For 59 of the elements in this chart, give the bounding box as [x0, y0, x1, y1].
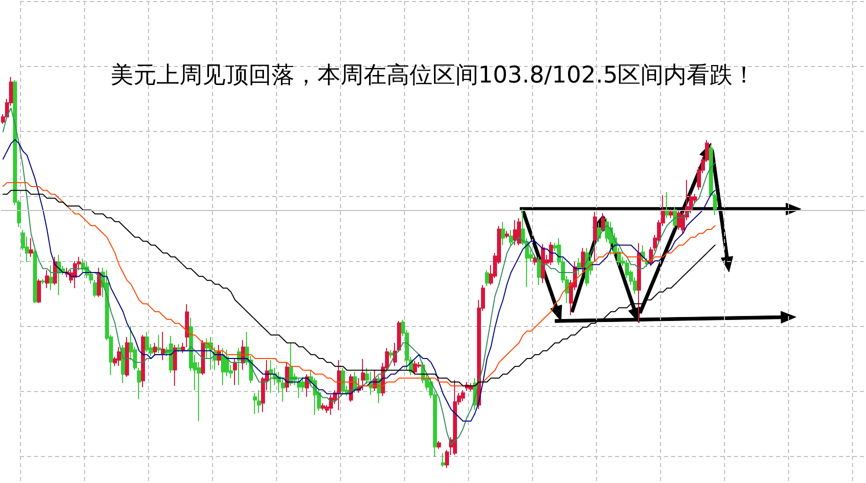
- candlestick: [45, 270, 49, 289]
- candlestick: [361, 358, 365, 391]
- candlestick: [121, 344, 125, 384]
- candlestick: [269, 360, 273, 394]
- candlestick: [177, 344, 181, 352]
- candlestick: [289, 342, 293, 386]
- candlestick: [157, 334, 161, 354]
- candlestick: [441, 452, 445, 468]
- candlestick: [469, 382, 473, 392]
- candlestick: [413, 360, 417, 375]
- candlestick: [161, 331, 165, 361]
- candlestick: [221, 347, 225, 386]
- candlestick: [141, 334, 145, 388]
- candlestick: [517, 218, 521, 246]
- candlestick: [341, 367, 345, 395]
- candlestick: [485, 270, 489, 287]
- candlestick: [677, 209, 681, 230]
- candlestick: [601, 212, 605, 232]
- candlestick: [637, 242, 641, 323]
- candlestick: [33, 249, 37, 304]
- candlestick: [453, 380, 457, 456]
- candlestick: [669, 208, 673, 219]
- candlestick: [337, 360, 341, 411]
- candlestick: [49, 264, 53, 291]
- candlestick: [461, 390, 465, 402]
- candlestick: [209, 336, 213, 370]
- candlestick: [329, 394, 333, 416]
- candlestick: [389, 349, 393, 359]
- candlestick: [253, 392, 257, 415]
- candlestick: [665, 191, 669, 219]
- candlestick: [549, 242, 553, 266]
- candlestick: [37, 278, 41, 304]
- candlestick: [437, 440, 441, 450]
- candlestick: [29, 238, 33, 258]
- candlestick: [541, 243, 545, 284]
- candlestick: [533, 254, 537, 266]
- candlestick: [125, 336, 129, 378]
- candlestick: [509, 229, 513, 246]
- candlestick: [233, 358, 237, 386]
- candlestick: [217, 344, 221, 366]
- candlestick: [169, 335, 173, 374]
- candlestick: [577, 258, 581, 276]
- candlestick: [513, 220, 517, 246]
- candlestick: [97, 267, 101, 298]
- candlestick: [257, 390, 261, 414]
- candlestick: [501, 222, 505, 246]
- candlestick: [321, 402, 325, 411]
- candlestick: [285, 362, 289, 393]
- candlestick: [153, 342, 157, 356]
- candlestick: [505, 230, 509, 239]
- candlestick: [593, 211, 597, 262]
- candlestick: [41, 278, 45, 284]
- candlestick: [537, 256, 541, 286]
- candlestick: [145, 331, 149, 352]
- chart-title: 美元上周见顶回落，本周在高位区间103.8/102.5区间内看跌！: [110, 62, 756, 88]
- candlestick: [117, 346, 121, 366]
- candlestick: [173, 344, 177, 386]
- candlestick: [201, 340, 205, 376]
- candlestick: [581, 247, 585, 273]
